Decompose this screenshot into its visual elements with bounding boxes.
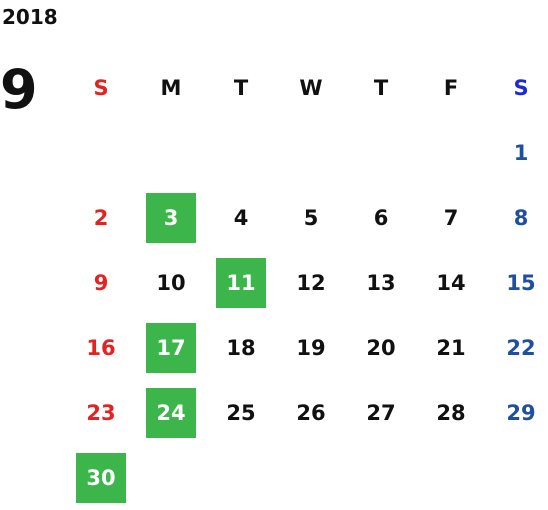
calendar-day-cell: 18	[206, 315, 276, 380]
calendar-day-cell: 8	[486, 185, 548, 250]
day-number: 4	[233, 205, 249, 230]
calendar-day-cell: 17	[136, 315, 206, 380]
holiday-day-number: 3	[146, 192, 196, 243]
calendar-empty-cell	[416, 445, 486, 510]
day-number: 28	[436, 400, 466, 425]
day-number: 2	[93, 205, 109, 230]
calendar-empty-cell	[276, 120, 346, 185]
calendar-day-cell: 16	[66, 315, 136, 380]
calendar-day-cell: 13	[346, 250, 416, 315]
day-number	[426, 453, 476, 503]
day-number: 27	[366, 400, 396, 425]
calendar-day-cell: 2	[66, 185, 136, 250]
day-number	[216, 453, 266, 503]
calendar-day-cell: 10	[136, 250, 206, 315]
day-number	[76, 128, 126, 178]
weekday-header-sunday: S	[93, 75, 109, 100]
calendar-day-cell: 4	[206, 185, 276, 250]
calendar-day-cell: 7	[416, 185, 486, 250]
calendar-empty-cell	[136, 445, 206, 510]
calendar-day-cell: 29	[486, 380, 548, 445]
day-number: 21	[436, 335, 466, 360]
day-number	[356, 128, 406, 178]
calendar-day-cell: 6	[346, 185, 416, 250]
day-number: 10	[156, 270, 186, 295]
calendar-day-cell: 12	[276, 250, 346, 315]
calendar-month: 9	[0, 58, 38, 121]
day-number: 23	[86, 400, 116, 425]
day-number	[216, 128, 266, 178]
calendar-grid: S M T W T F S 1 2 3 4 5 6 7 8 9 10 11 12 13 14 15 16 17 1…	[66, 55, 548, 510]
day-number: 29	[506, 400, 536, 425]
calendar-day-cell: 11	[206, 250, 276, 315]
weekday-header-saturday: S	[513, 75, 529, 100]
day-number: 15	[506, 270, 536, 295]
day-number: 16	[86, 335, 116, 360]
day-number	[496, 453, 546, 503]
day-number: 7	[443, 205, 459, 230]
weekday-header-tuesday: T	[233, 75, 249, 100]
day-number: 26	[296, 400, 326, 425]
day-number: 18	[226, 335, 256, 360]
holiday-day-number: 11	[216, 257, 266, 308]
day-number: 22	[506, 335, 536, 360]
calendar-day-cell: 15	[486, 250, 548, 315]
calendar-empty-cell	[346, 445, 416, 510]
day-number: 25	[226, 400, 256, 425]
holiday-day-number: 24	[146, 387, 196, 438]
calendar-day-cell: 20	[346, 315, 416, 380]
calendar-empty-cell	[276, 445, 346, 510]
calendar-empty-cell	[416, 120, 486, 185]
day-number: 5	[303, 205, 319, 230]
calendar-day-cell: 25	[206, 380, 276, 445]
weekday-header-monday: M	[160, 75, 182, 100]
calendar-year: 2018	[2, 5, 58, 29]
calendar-day-cell: 26	[276, 380, 346, 445]
day-number: 8	[513, 205, 529, 230]
day-number	[426, 128, 476, 178]
weekday-header-friday: F	[443, 75, 459, 100]
calendar-day-cell: 23	[66, 380, 136, 445]
day-number: 20	[366, 335, 396, 360]
day-number: 9	[93, 270, 109, 295]
weekday-header-wednesday: W	[299, 75, 323, 100]
calendar-empty-cell	[486, 445, 548, 510]
day-number: 14	[436, 270, 466, 295]
calendar-empty-cell	[66, 120, 136, 185]
day-number	[286, 453, 336, 503]
calendar-day-cell: 28	[416, 380, 486, 445]
weekday-header-thursday: T	[373, 75, 389, 100]
calendar-day-cell: 22	[486, 315, 548, 380]
day-number: 19	[296, 335, 326, 360]
calendar-day-cell: 5	[276, 185, 346, 250]
holiday-day-number: 30	[76, 452, 126, 503]
day-number	[146, 128, 196, 178]
day-number: 12	[296, 270, 326, 295]
day-number	[146, 453, 196, 503]
calendar-day-cell: 24	[136, 380, 206, 445]
day-number: 6	[373, 205, 389, 230]
calendar-empty-cell	[206, 120, 276, 185]
calendar-day-cell: 9	[66, 250, 136, 315]
calendar-day-cell: 1	[486, 120, 548, 185]
day-number: 13	[366, 270, 396, 295]
calendar-day-cell: 19	[276, 315, 346, 380]
day-number	[356, 453, 406, 503]
calendar-day-cell: 3	[136, 185, 206, 250]
day-number	[286, 128, 336, 178]
calendar-empty-cell	[136, 120, 206, 185]
calendar-day-cell: 30	[66, 445, 136, 510]
calendar-empty-cell	[346, 120, 416, 185]
holiday-day-number: 17	[146, 322, 196, 373]
calendar-empty-cell	[206, 445, 276, 510]
calendar-day-cell: 27	[346, 380, 416, 445]
calendar-day-cell: 21	[416, 315, 486, 380]
day-number: 1	[513, 140, 529, 165]
calendar-day-cell: 14	[416, 250, 486, 315]
